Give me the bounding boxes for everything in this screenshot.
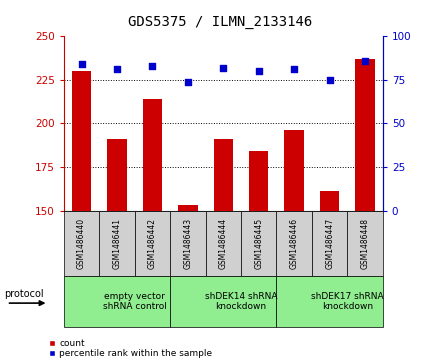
Point — [78, 61, 85, 67]
Bar — [99, 211, 135, 276]
Bar — [72, 71, 91, 211]
Bar — [241, 211, 276, 276]
Bar — [64, 211, 99, 276]
Point — [149, 63, 156, 69]
Text: GSM1486447: GSM1486447 — [325, 218, 334, 269]
Text: shDEK17 shRNA
knockdown: shDEK17 shRNA knockdown — [311, 291, 384, 311]
Text: shDEK14 shRNA
knockdown: shDEK14 shRNA knockdown — [205, 291, 277, 311]
Text: GSM1486445: GSM1486445 — [254, 218, 263, 269]
Text: GSM1486448: GSM1486448 — [360, 218, 370, 269]
Bar — [170, 276, 276, 327]
Bar — [143, 99, 162, 211]
Legend: count, percentile rank within the sample: count, percentile rank within the sample — [48, 339, 213, 359]
Bar — [276, 211, 312, 276]
Bar — [135, 211, 170, 276]
Text: GSM1486441: GSM1486441 — [113, 218, 121, 269]
Point — [255, 68, 262, 74]
Bar — [64, 276, 170, 327]
Bar — [356, 59, 375, 211]
Text: GDS5375 / ILMN_2133146: GDS5375 / ILMN_2133146 — [128, 15, 312, 29]
Text: GSM1486442: GSM1486442 — [148, 218, 157, 269]
Point — [114, 66, 121, 72]
Bar — [178, 205, 198, 211]
Text: GSM1486443: GSM1486443 — [183, 218, 192, 269]
Bar — [249, 151, 268, 211]
Bar — [312, 211, 347, 276]
Point — [362, 58, 369, 64]
Bar — [284, 130, 304, 211]
Text: GSM1486444: GSM1486444 — [219, 218, 228, 269]
Text: protocol: protocol — [4, 289, 44, 299]
Bar — [320, 191, 339, 211]
Point — [291, 66, 298, 72]
Point — [220, 65, 227, 70]
Bar — [170, 211, 205, 276]
Bar — [276, 276, 383, 327]
Bar — [205, 211, 241, 276]
Text: GSM1486440: GSM1486440 — [77, 218, 86, 269]
Bar — [213, 139, 233, 211]
Point — [326, 77, 333, 83]
Point — [184, 79, 191, 85]
Bar — [107, 139, 127, 211]
Bar — [347, 211, 383, 276]
Text: GSM1486446: GSM1486446 — [290, 218, 299, 269]
Text: empty vector
shRNA control: empty vector shRNA control — [103, 291, 167, 311]
